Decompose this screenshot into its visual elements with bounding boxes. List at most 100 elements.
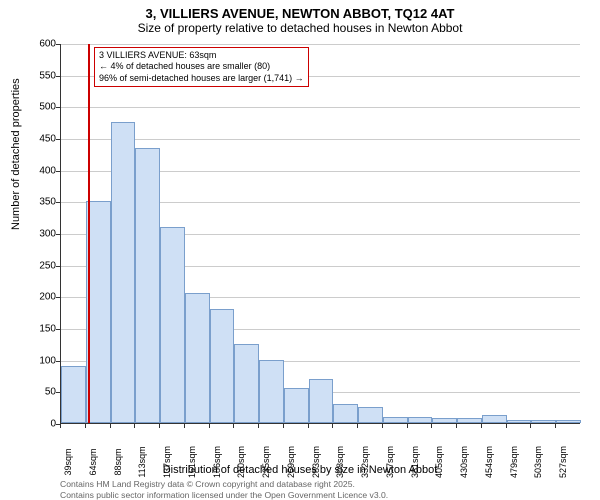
xtick-label: 113sqm xyxy=(137,446,147,477)
xtick-label: 235sqm xyxy=(261,446,271,478)
xtick-mark xyxy=(209,424,210,428)
xtick-mark xyxy=(60,424,61,428)
ytick-label: 400 xyxy=(16,165,56,176)
xtick-mark xyxy=(184,424,185,428)
plot-area: 3 VILLIERS AVENUE: 63sqm ← 4% of detache… xyxy=(60,44,580,424)
histogram-bar xyxy=(185,293,210,423)
xtick-label: 381sqm xyxy=(410,446,420,478)
ytick-mark xyxy=(56,107,60,108)
footer-attribution: Contains HM Land Registry data © Crown c… xyxy=(60,479,388,500)
ytick-label: 200 xyxy=(16,292,56,303)
ytick-label: 0 xyxy=(16,419,56,430)
chart-title-line1: 3, VILLIERS AVENUE, NEWTON ABBOT, TQ12 4… xyxy=(0,6,600,21)
footer-line2: Contains public sector information licen… xyxy=(60,490,388,500)
histogram-bar xyxy=(234,344,259,423)
xtick-mark xyxy=(530,424,531,428)
ytick-label: 550 xyxy=(16,70,56,81)
ytick-label: 450 xyxy=(16,134,56,145)
xtick-label: 332sqm xyxy=(360,446,370,478)
xtick-label: 259sqm xyxy=(286,446,296,478)
histogram-bar xyxy=(135,148,160,424)
xtick-label: 88sqm xyxy=(113,448,123,475)
histogram-bar xyxy=(358,407,383,423)
ytick-label: 250 xyxy=(16,260,56,271)
ytick-mark xyxy=(56,76,60,77)
ytick-label: 600 xyxy=(16,39,56,50)
histogram-bar xyxy=(383,417,408,423)
xtick-mark xyxy=(233,424,234,428)
histogram-bar xyxy=(333,404,358,423)
xtick-label: 405sqm xyxy=(434,446,444,478)
xtick-label: 430sqm xyxy=(459,446,469,478)
ytick-mark xyxy=(56,234,60,235)
histogram-bar xyxy=(284,388,309,423)
gridline xyxy=(61,44,580,45)
histogram-bar xyxy=(482,415,507,423)
histogram-bar xyxy=(507,420,532,423)
xtick-mark xyxy=(431,424,432,428)
ytick-mark xyxy=(56,202,60,203)
xtick-label: 64sqm xyxy=(88,448,98,475)
info-line2: ← 4% of detached houses are smaller (80) xyxy=(99,61,304,72)
histogram-bar xyxy=(259,360,284,423)
ytick-label: 50 xyxy=(16,387,56,398)
ytick-label: 300 xyxy=(16,229,56,240)
info-line3: 96% of semi-detached houses are larger (… xyxy=(99,73,304,84)
ytick-label: 500 xyxy=(16,102,56,113)
xtick-mark xyxy=(407,424,408,428)
ytick-mark xyxy=(56,329,60,330)
xtick-mark xyxy=(110,424,111,428)
ytick-mark xyxy=(56,266,60,267)
chart-title-area: 3, VILLIERS AVENUE, NEWTON ABBOT, TQ12 4… xyxy=(0,0,600,35)
xtick-mark xyxy=(283,424,284,428)
ytick-label: 150 xyxy=(16,324,56,335)
xtick-mark xyxy=(258,424,259,428)
xtick-label: 137sqm xyxy=(162,446,172,478)
xtick-label: 39sqm xyxy=(63,448,73,475)
footer-line1: Contains HM Land Registry data © Crown c… xyxy=(60,479,388,489)
ytick-mark xyxy=(56,361,60,362)
xtick-mark xyxy=(555,424,556,428)
histogram-bar xyxy=(160,227,185,423)
xtick-mark xyxy=(332,424,333,428)
ytick-mark xyxy=(56,392,60,393)
ytick-mark xyxy=(56,297,60,298)
xtick-mark xyxy=(481,424,482,428)
chart-title-line2: Size of property relative to detached ho… xyxy=(0,21,600,35)
histogram-bar xyxy=(408,417,433,423)
histogram-bar xyxy=(531,420,556,423)
chart-container: 3, VILLIERS AVENUE, NEWTON ABBOT, TQ12 4… xyxy=(0,0,600,500)
xtick-label: 503sqm xyxy=(533,446,543,478)
gridline xyxy=(61,107,580,108)
histogram-bar xyxy=(61,366,86,423)
xtick-mark xyxy=(134,424,135,428)
marker-line xyxy=(88,44,90,423)
histogram-bar xyxy=(111,122,136,423)
xtick-label: 454sqm xyxy=(484,446,494,478)
ytick-mark xyxy=(56,44,60,45)
xtick-label: 479sqm xyxy=(509,446,519,478)
histogram-bar xyxy=(309,379,334,423)
histogram-bar xyxy=(556,420,581,423)
info-line1: 3 VILLIERS AVENUE: 63sqm xyxy=(99,50,304,61)
histogram-bar xyxy=(210,309,235,423)
marker-info-box: 3 VILLIERS AVENUE: 63sqm ← 4% of detache… xyxy=(94,47,309,87)
xtick-label: 161sqm xyxy=(187,446,197,478)
histogram-bar xyxy=(432,418,457,423)
xtick-label: 186sqm xyxy=(212,446,222,478)
xtick-label: 527sqm xyxy=(558,446,568,478)
ytick-label: 350 xyxy=(16,197,56,208)
ytick-mark xyxy=(56,171,60,172)
gridline xyxy=(61,139,580,140)
xtick-mark xyxy=(382,424,383,428)
xtick-mark xyxy=(506,424,507,428)
xtick-mark xyxy=(357,424,358,428)
xtick-mark xyxy=(456,424,457,428)
xtick-label: 210sqm xyxy=(236,446,246,478)
ytick-label: 100 xyxy=(16,355,56,366)
histogram-bar xyxy=(457,418,482,423)
xtick-mark xyxy=(85,424,86,428)
xtick-label: 357sqm xyxy=(385,446,395,478)
xtick-label: 308sqm xyxy=(335,446,345,478)
xtick-mark xyxy=(159,424,160,428)
